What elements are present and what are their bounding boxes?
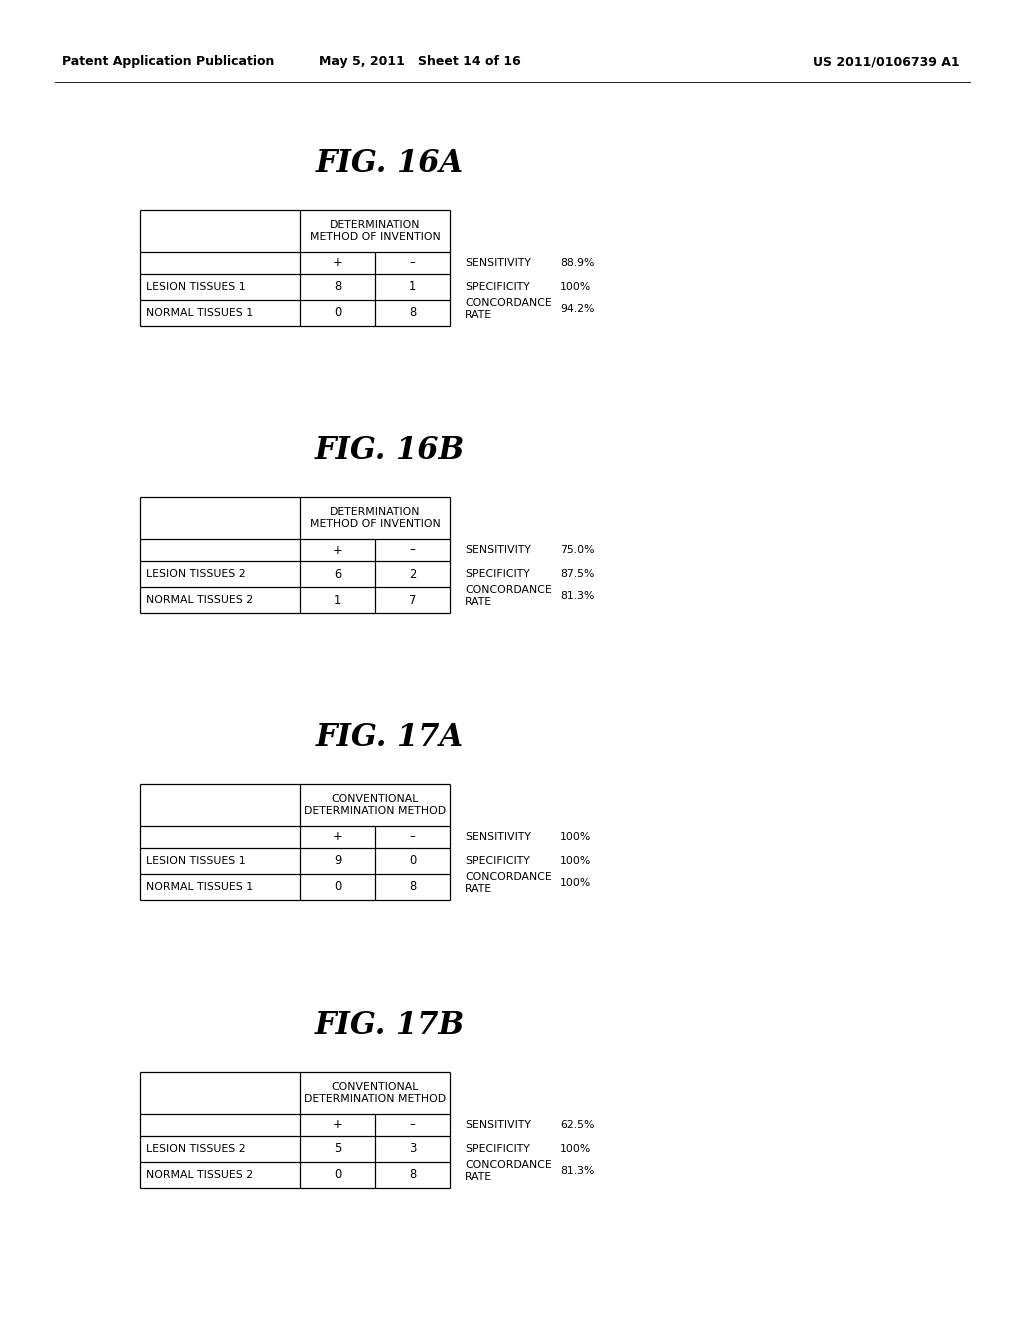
Text: FIG. 16A: FIG. 16A xyxy=(316,148,464,180)
Text: –: – xyxy=(410,544,416,557)
Text: 100%: 100% xyxy=(560,878,591,888)
Text: CONCORDANCE
RATE: CONCORDANCE RATE xyxy=(465,873,552,894)
Text: SENSITIVITY: SENSITIVITY xyxy=(465,257,530,268)
Text: 87.5%: 87.5% xyxy=(560,569,594,579)
Text: 100%: 100% xyxy=(560,1144,591,1154)
Text: 9: 9 xyxy=(334,854,341,867)
Text: +: + xyxy=(333,544,342,557)
Text: 75.0%: 75.0% xyxy=(560,545,595,554)
Text: 0: 0 xyxy=(334,306,341,319)
Text: 5: 5 xyxy=(334,1143,341,1155)
Text: 7: 7 xyxy=(409,594,416,606)
Text: 1: 1 xyxy=(409,281,416,293)
Text: LESION TISSUES 2: LESION TISSUES 2 xyxy=(146,569,246,579)
Text: 2: 2 xyxy=(409,568,416,581)
Text: 6: 6 xyxy=(334,568,341,581)
Text: SENSITIVITY: SENSITIVITY xyxy=(465,545,530,554)
Text: NORMAL TISSUES 2: NORMAL TISSUES 2 xyxy=(146,1170,253,1180)
Text: SPECIFICITY: SPECIFICITY xyxy=(465,569,529,579)
Text: SENSITIVITY: SENSITIVITY xyxy=(465,1119,530,1130)
Text: FIG. 16B: FIG. 16B xyxy=(314,436,465,466)
Text: +: + xyxy=(333,830,342,843)
Text: 8: 8 xyxy=(409,880,416,894)
Text: CONVENTIONAL
DETERMINATION METHOD: CONVENTIONAL DETERMINATION METHOD xyxy=(304,793,446,816)
Text: 0: 0 xyxy=(334,1168,341,1181)
Text: 8: 8 xyxy=(409,1168,416,1181)
Text: 100%: 100% xyxy=(560,855,591,866)
Text: NORMAL TISSUES 2: NORMAL TISSUES 2 xyxy=(146,595,253,605)
Text: LESION TISSUES 2: LESION TISSUES 2 xyxy=(146,1144,246,1154)
Text: 8: 8 xyxy=(409,306,416,319)
Text: May 5, 2011   Sheet 14 of 16: May 5, 2011 Sheet 14 of 16 xyxy=(319,55,521,69)
Text: 81.3%: 81.3% xyxy=(560,1166,594,1176)
Text: US 2011/0106739 A1: US 2011/0106739 A1 xyxy=(813,55,961,69)
Text: DETERMINATION
METHOD OF INVENTION: DETERMINATION METHOD OF INVENTION xyxy=(309,507,440,529)
Text: –: – xyxy=(410,1118,416,1131)
Text: NORMAL TISSUES 1: NORMAL TISSUES 1 xyxy=(146,308,253,318)
Text: CONCORDANCE
RATE: CONCORDANCE RATE xyxy=(465,1160,552,1181)
Text: 0: 0 xyxy=(409,854,416,867)
Text: LESION TISSUES 1: LESION TISSUES 1 xyxy=(146,855,246,866)
Text: CONCORDANCE
RATE: CONCORDANCE RATE xyxy=(465,298,552,319)
Text: SPECIFICITY: SPECIFICITY xyxy=(465,282,529,292)
Text: SENSITIVITY: SENSITIVITY xyxy=(465,832,530,842)
Text: 81.3%: 81.3% xyxy=(560,591,594,601)
Text: FIG. 17A: FIG. 17A xyxy=(316,722,464,752)
Text: 94.2%: 94.2% xyxy=(560,304,594,314)
Text: 1: 1 xyxy=(334,594,341,606)
Text: NORMAL TISSUES 1: NORMAL TISSUES 1 xyxy=(146,882,253,892)
Text: 88.9%: 88.9% xyxy=(560,257,594,268)
Text: 0: 0 xyxy=(334,880,341,894)
Text: –: – xyxy=(410,830,416,843)
Text: Patent Application Publication: Patent Application Publication xyxy=(62,55,274,69)
Text: 100%: 100% xyxy=(560,832,591,842)
Text: 100%: 100% xyxy=(560,282,591,292)
Text: 62.5%: 62.5% xyxy=(560,1119,594,1130)
Text: FIG. 17B: FIG. 17B xyxy=(314,1010,465,1041)
Text: CONVENTIONAL
DETERMINATION METHOD: CONVENTIONAL DETERMINATION METHOD xyxy=(304,1082,446,1105)
Text: 3: 3 xyxy=(409,1143,416,1155)
Text: DETERMINATION
METHOD OF INVENTION: DETERMINATION METHOD OF INVENTION xyxy=(309,220,440,242)
Text: SPECIFICITY: SPECIFICITY xyxy=(465,855,529,866)
Text: –: – xyxy=(410,256,416,269)
Text: LESION TISSUES 1: LESION TISSUES 1 xyxy=(146,282,246,292)
Text: +: + xyxy=(333,1118,342,1131)
Text: SPECIFICITY: SPECIFICITY xyxy=(465,1144,529,1154)
Text: CONCORDANCE
RATE: CONCORDANCE RATE xyxy=(465,585,552,607)
Text: 8: 8 xyxy=(334,281,341,293)
Text: +: + xyxy=(333,256,342,269)
